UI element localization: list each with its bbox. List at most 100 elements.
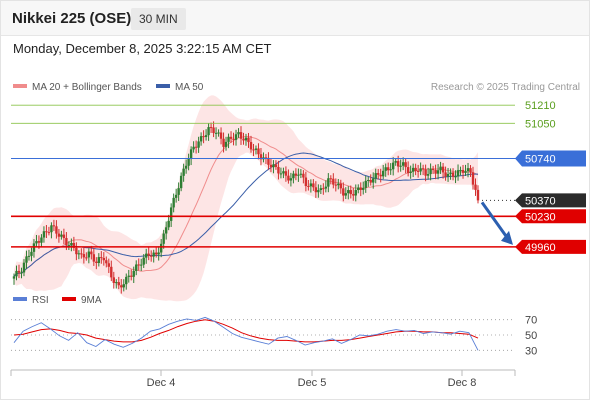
candle-body (404, 162, 407, 168)
credit-text: Research © 2025 Trading Central (431, 82, 580, 93)
candle-body (327, 178, 330, 187)
resistance-label: 51050 (525, 118, 556, 130)
candle-body (461, 169, 465, 173)
candle-body (75, 247, 78, 255)
candle-body (309, 183, 313, 187)
candle-body (299, 173, 303, 175)
candle-body (394, 161, 397, 163)
candle-body (347, 190, 350, 194)
candle-body (384, 167, 387, 171)
candle-body (132, 270, 135, 277)
candle-body (314, 187, 318, 193)
candle-body (199, 136, 203, 142)
candle-body (159, 243, 163, 253)
candle-body (436, 170, 440, 174)
candle-body (444, 172, 447, 177)
candle-body (272, 164, 275, 168)
candle-body (242, 138, 245, 141)
legend-swatch-ma50 (156, 84, 170, 88)
legend-label-rsi: RSI (32, 295, 49, 306)
candle-body (464, 171, 467, 173)
candle-body (364, 180, 367, 188)
legend-label-9ma: 9MA (81, 295, 102, 306)
candle-body (454, 176, 457, 178)
candle-body (97, 257, 101, 263)
candle-body (25, 256, 28, 263)
candle-body (197, 141, 200, 148)
candle-body (411, 167, 415, 172)
candle-body (30, 251, 33, 256)
rsi-tick-label: 30 (525, 345, 537, 357)
candle-body (469, 168, 472, 173)
interval-button[interactable]: 30 MIN (131, 8, 186, 30)
candle-body (192, 146, 195, 150)
candle-body (476, 189, 480, 201)
candle-body (137, 264, 140, 266)
candle-body (362, 187, 365, 190)
candle-body (140, 264, 143, 266)
candle-body (37, 241, 41, 243)
candle-body (194, 146, 198, 148)
candle-body (125, 276, 128, 285)
candle-body (466, 168, 470, 172)
pivot-tag (515, 150, 586, 167)
candle-body (234, 134, 238, 140)
candle-body (259, 154, 263, 160)
candle-body (182, 168, 185, 176)
candle-body (302, 173, 305, 178)
support-tag (515, 209, 586, 224)
candle-body (82, 254, 86, 258)
candle-body (162, 233, 165, 244)
candle-body (247, 137, 250, 143)
candle-body (334, 184, 338, 186)
candle-body (304, 177, 308, 187)
candle-body (167, 220, 170, 228)
last-price-tag (515, 193, 586, 208)
candle-body (282, 171, 285, 174)
candle-body (177, 188, 180, 195)
candle-body (287, 175, 290, 181)
candle-body (292, 173, 295, 179)
candle-body (80, 253, 83, 255)
candle-body (416, 170, 420, 172)
candle-body (429, 168, 432, 175)
candle-body (47, 232, 51, 234)
rsi-tick-label: 50 (525, 330, 537, 342)
candle-body (344, 193, 347, 196)
candle-body (50, 225, 53, 233)
candle-body (382, 170, 385, 177)
candle-body (154, 252, 158, 255)
candle-body (222, 138, 225, 147)
candle-body (72, 242, 76, 248)
candle-body (45, 231, 48, 233)
candle-body (117, 282, 120, 286)
candle-body (277, 166, 280, 174)
candle-body (35, 241, 38, 244)
candle-body (150, 255, 153, 257)
candle-body (224, 141, 228, 147)
candle-body (40, 237, 43, 243)
candle-body (274, 164, 278, 167)
candle-body (207, 127, 210, 136)
candle-body (307, 186, 310, 188)
candle-body (174, 194, 178, 198)
projection-arrow-head (501, 230, 513, 245)
candle-body (65, 238, 68, 246)
candle-body (317, 190, 320, 193)
candle-body (322, 188, 325, 190)
candle-body (142, 257, 145, 265)
projection-arrow-shaft (480, 201, 510, 240)
candle-body (112, 277, 115, 283)
candle-body (179, 175, 183, 189)
candle-body (456, 170, 460, 177)
candle-body (252, 149, 255, 151)
candle-body (289, 178, 293, 181)
candle-body (107, 263, 110, 267)
candle-body (157, 252, 160, 255)
candle-body (85, 257, 88, 259)
candle-body (202, 136, 205, 138)
legend-swatch-9ma (62, 297, 76, 301)
candle-body (406, 167, 410, 173)
candle-body (267, 157, 270, 165)
